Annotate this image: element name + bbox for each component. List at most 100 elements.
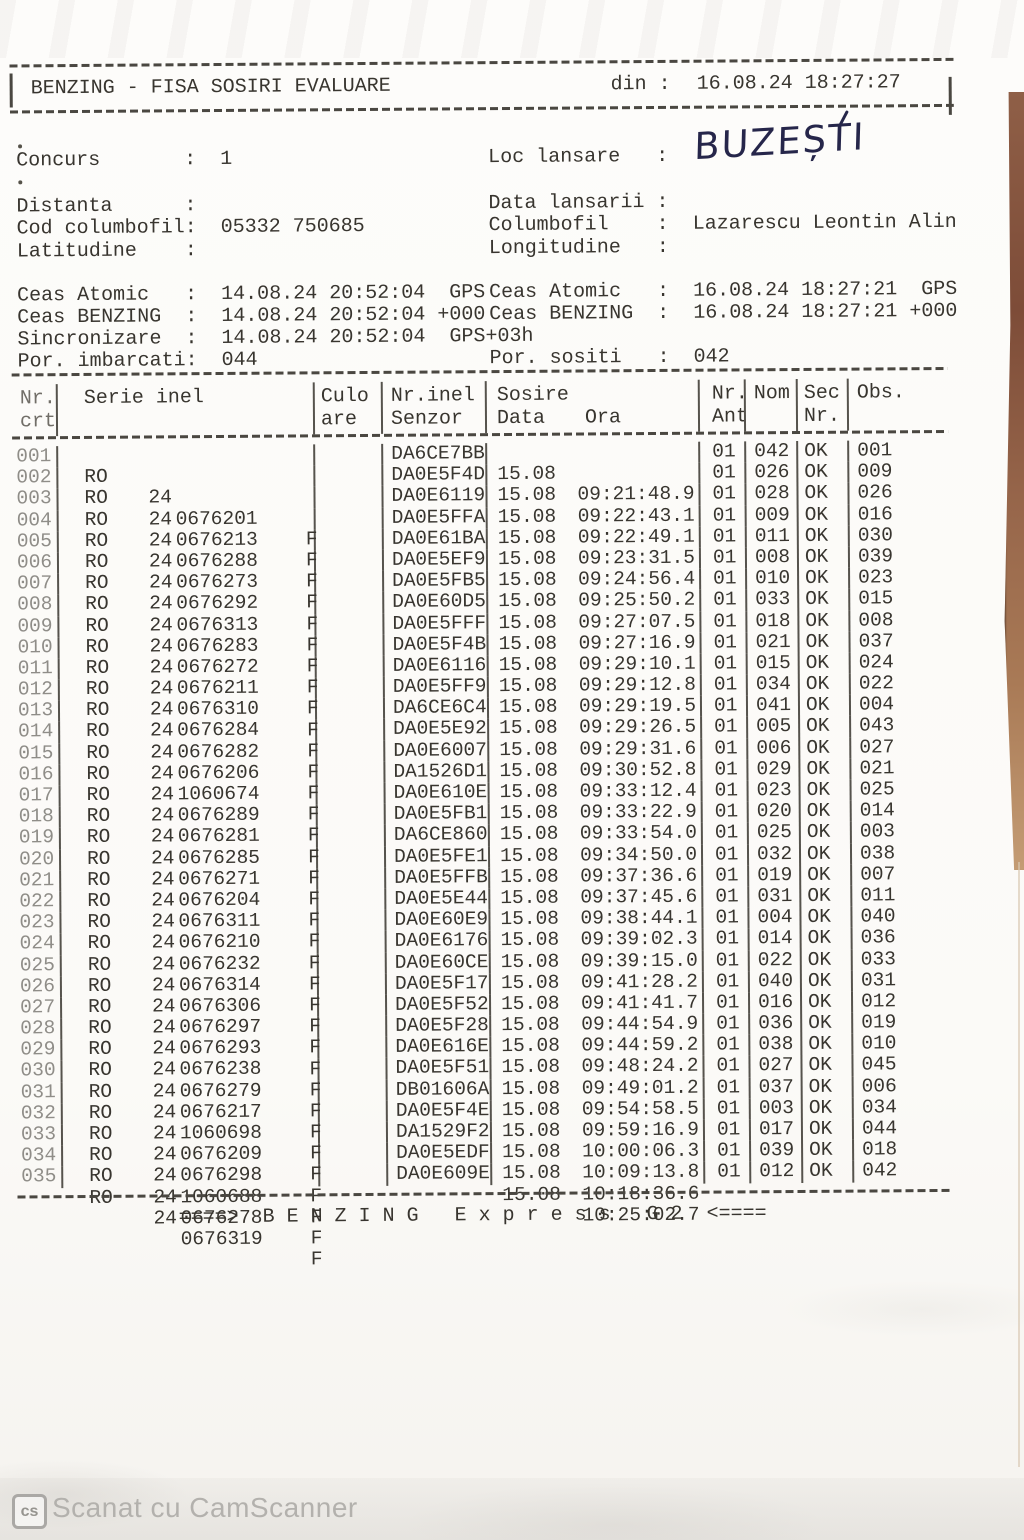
cell-sosire: 15.08 09:59:16.9 (489, 1077, 703, 1142)
cell-nr-crt: 022 (19, 890, 55, 913)
info-right-value: Lazarescu Leontin Alin (692, 211, 957, 237)
info-right-label: Columbofil : (488, 213, 669, 238)
cell-senzor: DA0E5E92 (383, 718, 488, 741)
cell-serie-inel: RO 24 1060688 F (60, 1122, 322, 1228)
cell-sosire: 15.08 09:39:15.0 (488, 907, 702, 972)
cell-culoare (317, 1079, 386, 1102)
column-header-nr-ant: Nr. Ant (697, 379, 748, 432)
info-left-label: Ceas Atomic : (17, 283, 198, 308)
cell-serie-inel: RO 24 0676209 F (60, 1079, 322, 1186)
cell-nr-crt: 009 (17, 614, 53, 637)
cell-nr-ant: 01 (698, 546, 746, 569)
cell-sosire: 15.08 09:54:58.5 (489, 1056, 703, 1120)
cell-obs: 022 (848, 672, 954, 695)
cell-culoare (317, 1015, 386, 1038)
info-right: Data lansarii : (488, 191, 692, 215)
info-left-label: Distanta : (16, 194, 197, 219)
cell-nr-ant: 01 (702, 1097, 749, 1120)
cell-nr-crt: 018 (18, 805, 54, 828)
cell-culoare (314, 655, 383, 678)
cell-sec: OK (796, 440, 848, 463)
cell-sec: OK (798, 779, 850, 802)
cell-sosire: 15.08 09:34:50.0 (487, 801, 701, 866)
info-right-value: 042 (693, 345, 730, 369)
cell-culoare (316, 888, 385, 911)
cell-nr-ant: 01 (700, 822, 747, 845)
cell-nom: 005 (746, 715, 799, 738)
cell-sec: OK (799, 864, 851, 886)
cell-nr-crt: 028 (20, 1017, 56, 1040)
cell-nr-ant: 01 (699, 589, 746, 612)
info-right-label: Por. sositi : (489, 345, 670, 371)
cell-serie-inel: RO 24 0676232 F (59, 889, 321, 995)
info-right: Loc lansare : (488, 145, 692, 169)
cell-sec: OK (798, 842, 851, 865)
cell-culoare (316, 952, 385, 975)
cell-obs: 006 (851, 1075, 957, 1098)
cell-senzor: DA0E6007 (383, 739, 488, 762)
info-left-value (197, 239, 221, 262)
cell-sosire: 15.08 09:33:12.4 (487, 738, 701, 803)
cell-nr-ant: 01 (699, 652, 746, 675)
cell-nr-crt: 033 (20, 1123, 57, 1146)
cell-sosire: 15.08 10:18:36.6 (490, 1140, 704, 1205)
cell-nr-ant: 01 (701, 928, 748, 951)
cell-nr-ant: 01 (698, 504, 745, 527)
column-header-serie-inel: Serie inel (55, 382, 314, 437)
cell-senzor: DA1526D1 (383, 760, 488, 783)
info-left-label: Cod columbofil: (16, 216, 197, 241)
cell-sosire: 15.08 09:38:44.1 (488, 865, 702, 930)
cell-nr-crt: 023 (19, 911, 55, 934)
cell-obs: 042 (852, 1160, 958, 1183)
cell-senzor: DA0E5FB5 (382, 569, 487, 593)
cell-obs: 036 (850, 927, 956, 950)
scan-datetime: 16.08.24 18:27:27 (696, 71, 901, 96)
cell-obs: 015 (848, 588, 954, 611)
info-left-value: 14.08.24 20:52:04 GPS (221, 281, 486, 307)
cell-nr-crt: 032 (20, 1102, 56, 1125)
cell-nr-ant: 01 (702, 1076, 749, 1099)
cell-nr-crt: 005 (16, 529, 53, 553)
cell-senzor: DA0E60CE (384, 951, 489, 974)
cell-culoare (315, 761, 384, 784)
cell-nr-ant: 01 (699, 610, 746, 633)
cell-sec: OK (796, 461, 848, 484)
cell-culoare (317, 1037, 386, 1059)
cell-obs: 001 (847, 439, 953, 462)
cell-obs: 043 (849, 715, 955, 738)
cell-nr-ant: 01 (699, 631, 746, 654)
cell-serie-inel: RO 24 0676271 F (58, 804, 320, 910)
cell-nr-crt: 029 (20, 1038, 56, 1061)
cell-serie-inel: RO 24 1060698 F (60, 1058, 322, 1165)
cell-nr-ant: 01 (702, 1118, 750, 1141)
cell-culoare (318, 1164, 387, 1186)
cell-serie-inel: RO 24 1060674 F (58, 719, 320, 826)
cell-nom: 006 (746, 737, 799, 760)
cell-obs: 025 (849, 778, 955, 801)
cell-obs: 026 (847, 482, 953, 505)
cell-obs: 044 (851, 1117, 958, 1140)
cell-sec: OK (800, 1012, 852, 1035)
camscanner-bar: cs Scanat cu CamScanner (0, 1478, 1024, 1540)
info-right-value (489, 325, 513, 348)
cell-obs: 040 (850, 905, 956, 928)
cell-senzor: DA0E609E (386, 1163, 491, 1186)
cell-obs: 016 (847, 503, 953, 526)
cell-serie-inel: RO 24 0676288 F (56, 486, 318, 593)
cell-senzor: DA0E61BA (381, 527, 486, 550)
cell-nr-crt: 003 (16, 487, 52, 510)
cell-sec: OK (801, 1139, 853, 1162)
cell-nr-ant: 01 (698, 440, 745, 463)
info-right-value: 16.08.24 18:27:21 GPS (693, 277, 958, 303)
dashed-divider (9, 103, 954, 114)
cell-obs: 024 (848, 651, 954, 674)
cell-sosire: 15.08 09:27:16.9 (486, 590, 700, 654)
cell-nom: 034 (745, 673, 798, 696)
cell-culoare (313, 443, 382, 466)
cell-nr-ant: 01 (703, 1161, 750, 1184)
cell-culoare (315, 782, 384, 805)
info-group-top: Concurs : 1 Loc lansare : (0, 142, 1020, 173)
cell-obs: 014 (849, 800, 955, 823)
cell-senzor: DA0E5EDF (386, 1141, 491, 1165)
